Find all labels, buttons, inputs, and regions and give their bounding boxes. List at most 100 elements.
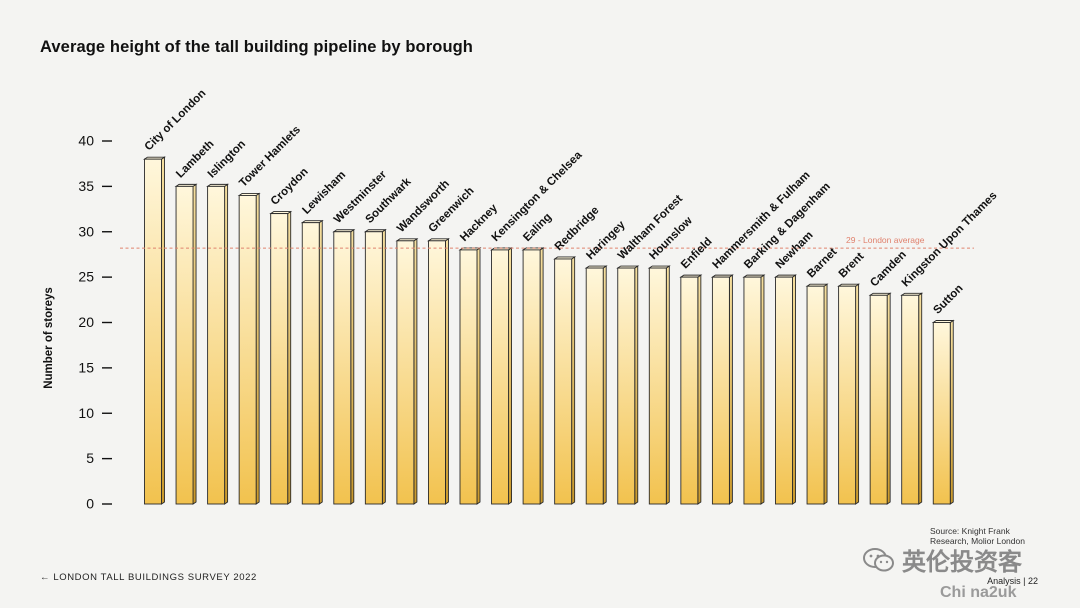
bar (584, 265, 608, 505)
bar (774, 274, 797, 505)
bar-front (838, 285, 857, 505)
bar-front (522, 249, 541, 505)
bar-side (792, 274, 796, 505)
watermark-text: 英伦投资客 (902, 549, 1022, 576)
bar-front (270, 213, 289, 505)
bar-side (918, 292, 923, 505)
bar (458, 247, 482, 505)
y-tick-label: 20 (78, 314, 94, 330)
bar-front (743, 276, 762, 505)
bar-side (602, 265, 607, 505)
bar-front (144, 158, 162, 505)
category-label: City of London (143, 87, 209, 153)
bar-front (459, 249, 478, 505)
bar (647, 265, 671, 505)
bar-side (949, 319, 954, 505)
average-label: 29 - London average (846, 235, 925, 245)
y-tick-label: 30 (78, 223, 94, 239)
bar (174, 183, 198, 505)
bar (490, 247, 514, 505)
bar (931, 319, 955, 505)
bar (679, 274, 703, 505)
bar (206, 183, 230, 505)
bar (805, 283, 829, 505)
average-reference: 29 - London average (120, 235, 974, 249)
bar-front (901, 294, 920, 505)
y-axis-label: Number of storeys (43, 287, 55, 389)
bar-side (508, 247, 512, 505)
bar (143, 156, 166, 505)
bar (237, 192, 261, 505)
bar-front (428, 240, 446, 505)
bar (616, 265, 640, 505)
bar-side (318, 219, 323, 505)
bar (710, 274, 734, 505)
bar-side (634, 265, 639, 505)
category-label: Croydon (269, 166, 311, 208)
bar-side (381, 228, 386, 505)
bar (900, 292, 924, 505)
bar-side (760, 274, 765, 505)
category-label: Brent (837, 250, 867, 280)
bar-side (697, 274, 702, 505)
bar-side (823, 283, 828, 505)
bar-front (711, 276, 730, 505)
bar-side (665, 265, 670, 505)
bar-front (364, 231, 383, 505)
bar-side (255, 192, 260, 505)
bar-front (491, 249, 509, 505)
bar (553, 256, 577, 505)
bar-side (728, 274, 733, 505)
category-label: Ealing (521, 211, 554, 244)
bar-front (175, 185, 194, 505)
bar (868, 292, 892, 505)
y-tick-label: 25 (78, 269, 94, 285)
bar-side (350, 228, 355, 505)
bar (269, 210, 293, 505)
bar-front (207, 185, 226, 505)
bar-front (680, 276, 699, 505)
category-label: Enfield (679, 236, 715, 272)
bars (143, 156, 955, 505)
y-axis: 0 5 10 15 20 25 30 35 40 (78, 133, 112, 512)
bar-side (571, 256, 576, 505)
bar-front (775, 276, 793, 505)
bar-front (806, 285, 825, 505)
watermark: 英伦投资客 (862, 542, 1022, 577)
bar-side (413, 237, 418, 505)
page-number: Analysis | 22 (987, 576, 1038, 586)
source-note: Source: Knight Frank Research, Molior Lo… (930, 526, 1025, 546)
bar (395, 237, 419, 505)
bar-side (539, 247, 544, 505)
bar-front (554, 258, 573, 505)
bar-front (301, 222, 320, 505)
bar-side (445, 237, 449, 505)
category-label: Sutton (931, 282, 965, 316)
bar-front (648, 267, 667, 505)
bar-side (886, 292, 891, 505)
bar-front (396, 240, 415, 505)
bar-side (287, 210, 292, 505)
bar (742, 274, 766, 505)
bar-front (932, 322, 951, 505)
bar-side (855, 283, 860, 505)
chart-title: Average height of the tall building pipe… (40, 38, 473, 56)
y-tick-label: 15 (78, 359, 94, 375)
y-tick-label: 35 (78, 178, 94, 194)
y-tick-label: 5 (86, 450, 94, 466)
category-label: Barnet (805, 246, 839, 280)
bar (837, 283, 861, 505)
watermark-subtext: Chi na2uk (940, 584, 1017, 601)
bar-front (333, 231, 352, 505)
bar-front (238, 194, 257, 505)
bar (332, 228, 356, 505)
survey-back-link[interactable]: ← LONDON TALL BUILDINGS SURVEY 2022 (40, 572, 257, 583)
bar (300, 219, 324, 505)
y-tick-label: 0 (86, 496, 94, 512)
wechat-icon (863, 547, 894, 571)
bar-front (585, 267, 604, 505)
bar-side (476, 247, 481, 505)
bar-front (617, 267, 636, 505)
y-tick-label: 10 (78, 405, 94, 421)
